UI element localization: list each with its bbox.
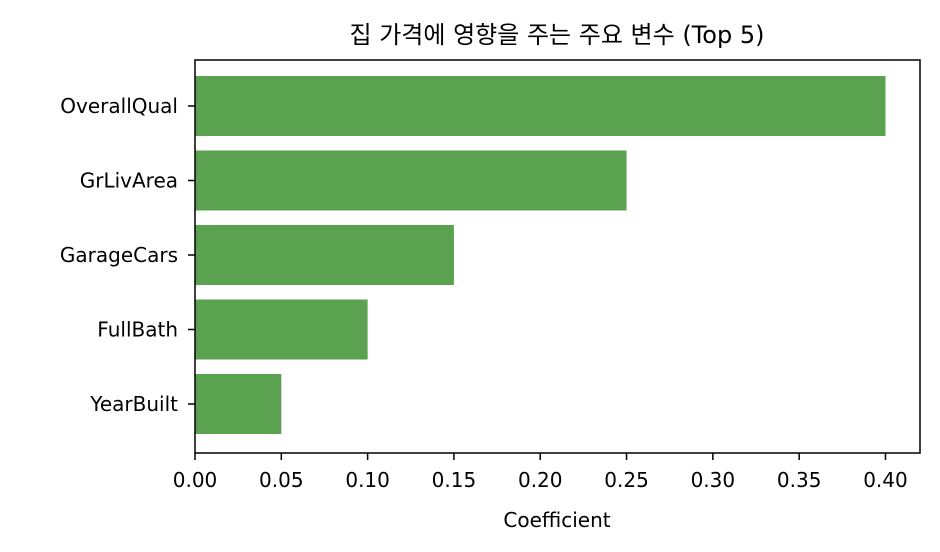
x-tick-label: 0.05	[259, 468, 304, 492]
y-tick-label: OverallQual	[60, 94, 178, 118]
bar-garagecars	[195, 225, 454, 285]
x-tick-label: 0.30	[691, 468, 736, 492]
x-tick-label: 0.00	[173, 468, 218, 492]
x-axis-label: Coefficient	[503, 508, 610, 532]
bars-group	[195, 76, 886, 434]
x-axis: 0.00 0.05 0.10 0.15 0.20 0.25 0.30 0.35 0.40	[173, 453, 908, 492]
bar-yearbuilt	[195, 374, 282, 434]
y-tick-label: YearBuilt	[89, 392, 178, 416]
chart-title: 집 가격에 영향을 주는 주요 변수 (Top 5)	[350, 21, 765, 49]
bar-overallqual	[195, 76, 886, 136]
x-tick-label: 0.15	[432, 468, 477, 492]
y-axis: OverallQual GrLivArea GarageCars FullBath Ye…	[60, 94, 195, 416]
bar-grlivarea	[195, 150, 627, 211]
x-tick-label: 0.10	[345, 468, 390, 492]
y-tick-label: GrLivArea	[80, 169, 178, 193]
x-tick-label: 0.35	[777, 468, 822, 492]
y-tick-label: FullBath	[97, 318, 178, 342]
x-tick-label: 0.20	[518, 468, 563, 492]
x-tick-label: 0.40	[863, 468, 908, 492]
bar-fullbath	[195, 299, 368, 360]
y-tick-label: GarageCars	[60, 243, 178, 267]
plot-frame	[194, 59, 921, 454]
x-tick-label: 0.25	[604, 468, 649, 492]
